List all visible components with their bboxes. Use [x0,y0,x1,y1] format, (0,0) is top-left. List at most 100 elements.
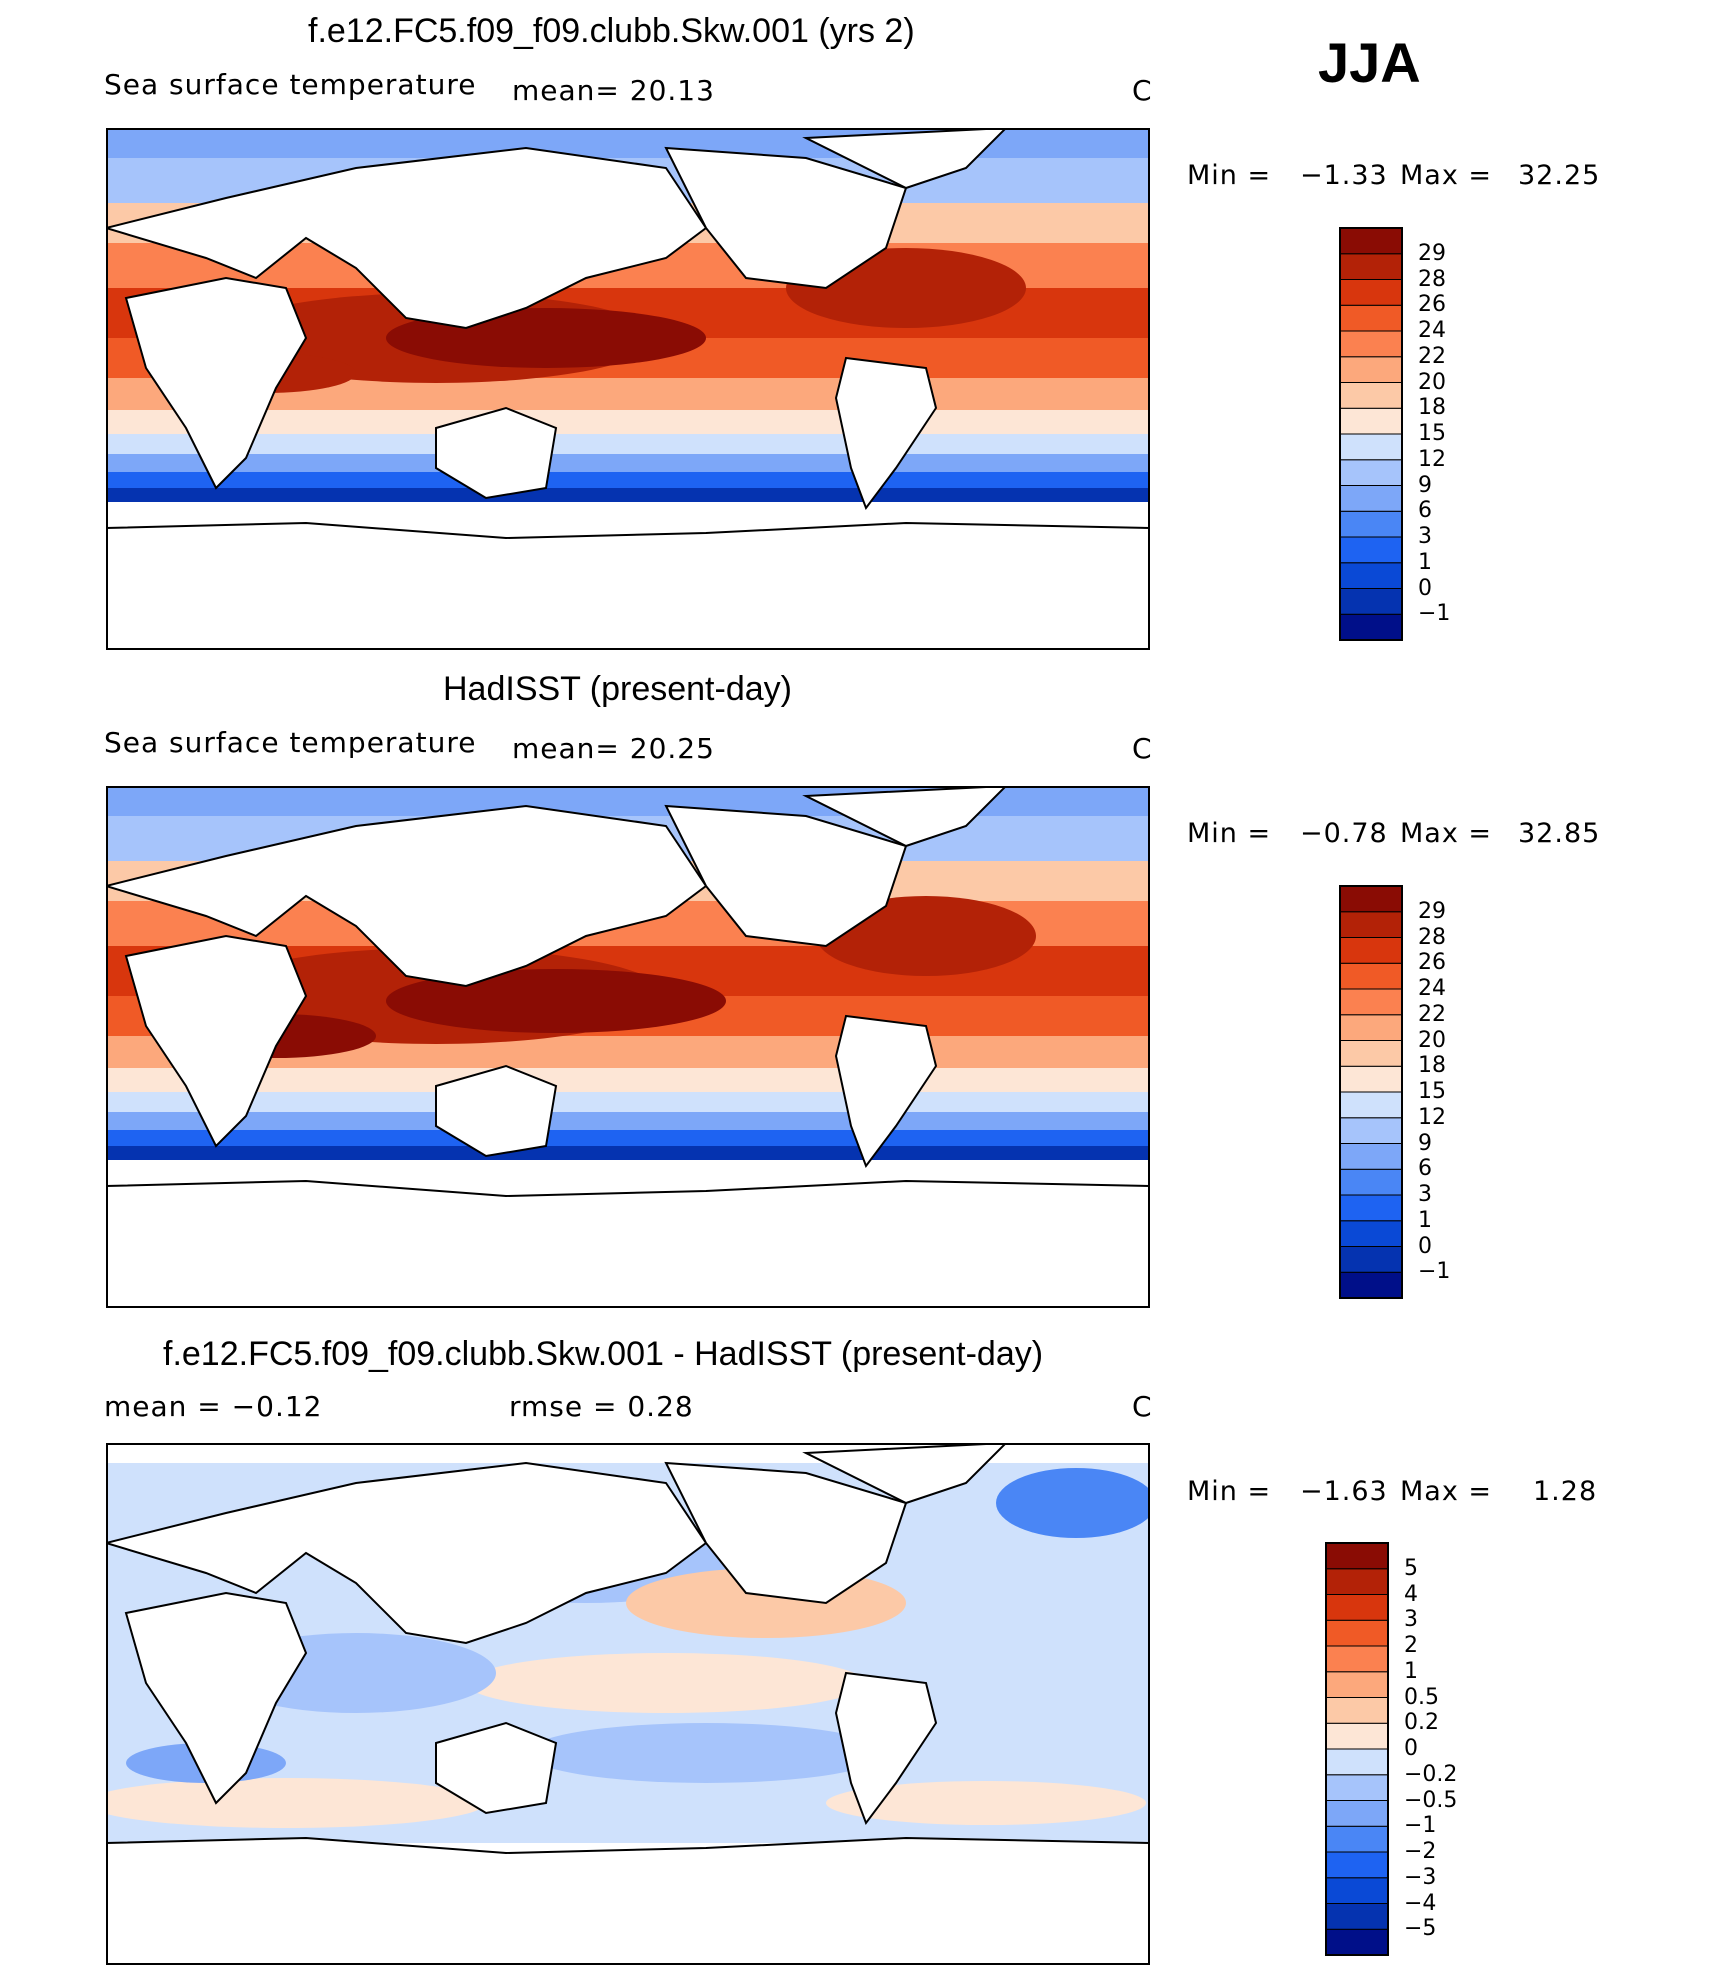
colorbar-swatch [1339,1143,1403,1170]
colorbar-swatch [1325,1594,1389,1621]
colorbar-swatch [1339,1271,1403,1299]
panel3-colorbar [1325,1542,1389,1956]
colorbar-level-label: 12 [1418,446,1446,472]
colorbar-swatch [1339,1065,1403,1093]
panel3-rmse: rmse = 0.28 [509,1390,694,1423]
colorbar-swatch [1339,330,1403,358]
colorbar-swatch [1339,382,1403,409]
colorbar-level-label: 9 [1418,1130,1432,1156]
colorbar-level-label: 26 [1418,292,1446,318]
panel3-mean: mean = −0.12 [104,1390,323,1423]
colorbar-swatch [1339,433,1403,461]
panel2-min-label: Min = [1187,818,1272,849]
panel3-colorbar-labels: 5 4 3 2 1 0.5 0.2 0 −0.2 −0.5 −1 −2 −3 −4 −5 [1404,1543,1484,1955]
colorbar-level-label: 9 [1418,472,1432,498]
colorbar-level-label: 15 [1418,1079,1446,1104]
colorbar-swatch [1325,1928,1389,1956]
colorbar-level-label: 28 [1418,924,1446,950]
colorbar-swatch [1325,1903,1389,1930]
colorbar-level-label: 12 [1418,1104,1446,1130]
colorbar-level-label: 26 [1418,950,1446,976]
panel2-mean: mean= 20.25 [512,732,715,765]
panel1-colorbar [1339,227,1403,641]
panel2-title: HadISST (present-day) [443,670,792,708]
colorbar-level-label: 0 [1418,575,1432,601]
panel2-sst-map [106,786,1150,1308]
colorbar-swatch [1339,1246,1403,1273]
colorbar-level-label: 29 [1418,240,1446,266]
colorbar-swatch [1339,1117,1403,1144]
colorbar-level-label: 24 [1418,976,1446,1001]
colorbar-level-label: 1 [1418,549,1432,575]
colorbar-level-label: 0.2 [1404,1710,1439,1736]
colorbar-swatch [1339,227,1403,255]
colorbar-level-label: 6 [1418,498,1432,524]
colorbar-swatch [1339,1014,1403,1041]
colorbar-level-label: 5 [1404,1555,1418,1581]
panel2-max-value: 32.85 [1518,818,1601,849]
colorbar-swatch [1325,1645,1389,1673]
panel3-min-value: −1.63 [1300,1476,1388,1507]
colorbar-level-label: 3 [1418,1182,1432,1207]
panel1-units: C [1132,74,1153,107]
colorbar-level-label: 1 [1404,1658,1418,1684]
panel1-min-value: −1.33 [1300,160,1388,191]
colorbar-swatch [1339,962,1403,990]
colorbar-border [1339,227,1403,641]
colorbar-border [1339,885,1403,1299]
colorbar-swatch [1325,1722,1389,1750]
colorbar-swatch [1325,1542,1389,1570]
colorbar-level-label: −1 [1418,601,1451,627]
colorbar-swatch [1339,988,1403,1016]
colorbar-swatch [1339,356,1403,383]
colorbar-level-label: 22 [1418,343,1446,369]
panel3-max-value: 1.28 [1533,1476,1598,1507]
colorbar-swatch [1325,1619,1389,1647]
colorbar-level-label: 29 [1418,898,1446,924]
colorbar-swatch [1339,536,1403,564]
colorbar-swatch [1325,1671,1389,1698]
colorbar-level-label: −0.2 [1404,1761,1458,1787]
colorbar-level-label: −3 [1404,1864,1437,1890]
colorbar-swatch [1339,253,1403,280]
colorbar-swatch [1339,304,1403,332]
panel1-max-value: 32.25 [1518,160,1601,191]
colorbar-swatch [1325,1774,1389,1801]
colorbar-swatch [1325,1568,1389,1595]
colorbar-level-label: −1 [1404,1813,1437,1839]
panel1-colorbar-labels: 29 28 26 24 22 20 18 15 12 9 6 3 1 0 −1 [1418,228,1478,640]
colorbar-swatch [1325,1825,1389,1853]
colorbar-swatch [1339,1220,1403,1247]
colorbar-border [1325,1542,1389,1956]
colorbar-swatch [1339,937,1403,964]
colorbar-swatch [1339,885,1403,913]
colorbar-swatch [1339,485,1403,512]
colorbar-swatch [1339,911,1403,938]
panel1-variable: Sea surface temperature [104,68,477,101]
colorbar-swatch [1339,588,1403,615]
colorbar-swatch [1339,613,1403,641]
colorbar-level-label: −4 [1404,1890,1437,1916]
colorbar-level-label: 3 [1404,1607,1418,1633]
colorbar-swatch [1339,1040,1403,1067]
colorbar-swatch [1339,562,1403,589]
panel3-difference-map [106,1443,1150,1965]
colorbar-swatch [1339,1168,1403,1196]
colorbar-level-label: 0.5 [1404,1684,1439,1710]
colorbar-swatch [1339,1091,1403,1119]
colorbar-swatch [1339,1194,1403,1222]
colorbar-level-label: 1 [1418,1207,1432,1233]
colorbar-level-label: −2 [1404,1839,1437,1864]
colorbar-level-label: 0 [1418,1233,1432,1259]
colorbar-level-label: 2 [1404,1633,1418,1658]
colorbar-level-label: 28 [1418,266,1446,292]
season-label: JJA [1318,31,1421,94]
colorbar-level-label: −5 [1404,1916,1437,1942]
colorbar-swatch [1325,1748,1389,1776]
panel2-min-value: −0.78 [1300,818,1388,849]
colorbar-swatch [1339,510,1403,538]
colorbar-swatch [1325,1800,1389,1827]
panel1-max-label: Max = [1400,160,1493,191]
panel2-max-label: Max = [1400,818,1493,849]
colorbar-swatch [1325,1697,1389,1724]
